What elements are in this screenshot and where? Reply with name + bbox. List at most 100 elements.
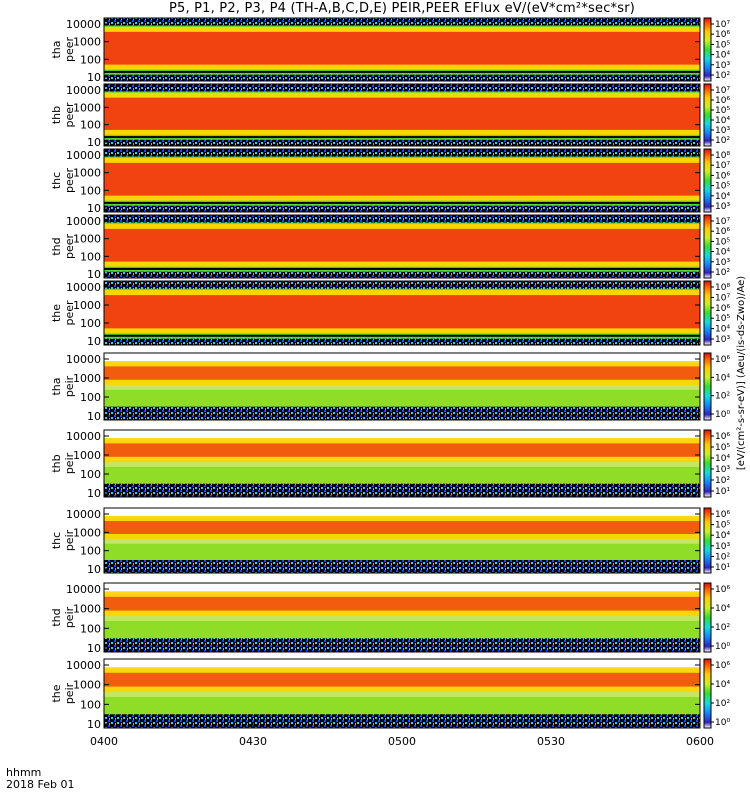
- colorbar-tick-label: 10³: [715, 465, 730, 475]
- colorbar-tick-label: 10⁶: [715, 30, 730, 40]
- y-tick-label: 10000: [66, 18, 101, 31]
- colorbar-tick-label: 10⁷: [715, 293, 730, 303]
- y-tick-label: 100: [80, 545, 101, 558]
- y-tick-label: 100: [80, 391, 101, 404]
- colorbar: [703, 429, 712, 498]
- y-tick-label: 100: [80, 622, 101, 635]
- colorbar-tick-label: 10⁷: [715, 217, 730, 227]
- x-tick-label: 0500: [388, 735, 416, 748]
- colorbar-tick-label: 10⁴: [715, 373, 730, 383]
- colorbar-tick-label: 10⁶: [715, 661, 730, 671]
- colorbar-tick-label: 10⁶: [715, 96, 730, 106]
- panel-probe-label: thb: [50, 454, 63, 472]
- panel-product-label: peir: [63, 375, 76, 397]
- y-tick-label: 10: [87, 335, 101, 348]
- panel-product-label: peir: [63, 529, 76, 551]
- colorbar-tick-label: 10⁴: [715, 680, 730, 690]
- colorbar-tick-label: 10⁵: [715, 106, 730, 116]
- panel-product-label: peir: [63, 452, 76, 474]
- y-tick-label: 10000: [66, 84, 101, 97]
- date-label: 2018 Feb 01: [6, 778, 75, 791]
- colorbar: [703, 280, 712, 346]
- y-tick-label: 10000: [66, 430, 101, 443]
- colorbar-tick-label: 10⁰: [715, 718, 730, 728]
- colorbar-tick-label: 10⁵: [715, 182, 730, 192]
- y-tick-label: 10: [87, 487, 101, 500]
- panel-product-label: peer: [63, 168, 76, 194]
- y-tick-label: 1000: [73, 603, 101, 616]
- y-tick-label: 100: [80, 698, 101, 711]
- colorbar-tick-label: 10⁴: [715, 192, 730, 202]
- panel-product-label: peir: [63, 682, 76, 704]
- y-tick-label: 10: [87, 642, 101, 655]
- colorbar-tick-label: 10⁴: [715, 116, 730, 126]
- y-tick-label: 10: [87, 202, 101, 215]
- colorbar-tick-label: 10²: [715, 136, 730, 146]
- panel-thd-peir: 10000 1000 100 10 thd peir 10⁶ 10⁴ 10² 10⁰: [50, 582, 730, 655]
- colorbar-units-label: [eV/(cm²-s-sr-eV)] (Aeu/(is-ds-Zwo)/Ae): [736, 276, 747, 470]
- colorbar-tick-label: 10³: [715, 126, 730, 136]
- colorbar: [703, 214, 712, 279]
- colorbar-tick-label: 10⁵: [715, 443, 730, 453]
- time-format-label: hhmm: [6, 766, 42, 779]
- colorbar: [703, 507, 712, 574]
- y-tick-label: 1000: [73, 101, 101, 114]
- panel-probe-label: tha: [50, 40, 63, 58]
- panel-probe-label: thd: [50, 237, 63, 255]
- x-tick-label: 0430: [239, 735, 267, 748]
- y-tick-label: 10: [87, 410, 101, 423]
- colorbar-tick-label: 10⁵: [715, 40, 730, 50]
- y-tick-label: 10: [87, 136, 101, 149]
- colorbar-tick-label: 10⁷: [715, 86, 730, 96]
- colorbar-tick-label: 10²: [715, 552, 730, 562]
- colorbar-tick-label: 10⁴: [715, 531, 730, 541]
- y-tick-label: 1000: [73, 526, 101, 539]
- colorbar-tick-label: 10⁴: [715, 325, 730, 335]
- colorbar-tick-label: 10⁴: [715, 454, 730, 464]
- x-tick-label: 0530: [537, 735, 565, 748]
- colorbar: [703, 17, 712, 82]
- panel-product-label: peer: [63, 37, 76, 63]
- y-tick-label: 100: [80, 53, 101, 66]
- colorbar-tick-label: 10⁰: [715, 410, 730, 420]
- y-tick-label: 100: [80, 317, 101, 330]
- colorbar-tick-label: 10⁷: [715, 161, 730, 171]
- colorbar: [703, 148, 712, 213]
- y-tick-label: 10000: [66, 149, 101, 162]
- panel-probe-label: thc: [50, 532, 63, 549]
- y-tick-label: 10: [87, 268, 101, 281]
- colorbar-tick-label: 10³: [715, 202, 730, 212]
- colorbar-tick-label: 10²: [715, 699, 730, 709]
- chart-title: P5, P1, P2, P3, P4 (TH-A,B,C,D,E) PEIR,P…: [168, 1, 636, 16]
- colorbar: [703, 352, 712, 421]
- panel-probe-label: the: [50, 684, 63, 702]
- colorbar-tick-label: 10⁶: [715, 432, 730, 442]
- colorbar-tick-label: 10⁶: [715, 355, 730, 365]
- y-tick-label: 1000: [73, 167, 101, 180]
- colorbar-tick-label: 10⁶: [715, 510, 730, 520]
- y-tick-label: 10000: [66, 508, 101, 521]
- y-tick-label: 10000: [66, 583, 101, 596]
- panel-the-peir: 10000 1000 100 10 the peir 10⁶ 10⁴ 10² 10⁰: [50, 658, 730, 731]
- colorbar-tick-label: 10⁶: [715, 171, 730, 181]
- colorbar-tick-label: 10⁵: [715, 237, 730, 247]
- colorbar-tick-label: 10⁶: [715, 304, 730, 314]
- panel-tha-peir: 10000 1000 100 10 tha peir 10⁶ 10⁴ 10² 10⁰: [50, 352, 730, 423]
- y-tick-label: 1000: [73, 233, 101, 246]
- colorbar: [703, 658, 712, 729]
- colorbar-tick-label: 10⁴: [715, 51, 730, 61]
- colorbar-tick-label: 10⁸: [715, 283, 730, 293]
- colorbar-tick-label: 10²: [715, 392, 730, 402]
- y-tick-label: 10: [87, 71, 101, 84]
- colorbar-tick-label: 10²: [715, 623, 730, 633]
- y-tick-label: 1000: [73, 449, 101, 462]
- y-tick-label: 1000: [73, 299, 101, 312]
- colorbar-tick-label: 10⁶: [715, 585, 730, 595]
- colorbar-tick-label: 10¹: [715, 563, 730, 573]
